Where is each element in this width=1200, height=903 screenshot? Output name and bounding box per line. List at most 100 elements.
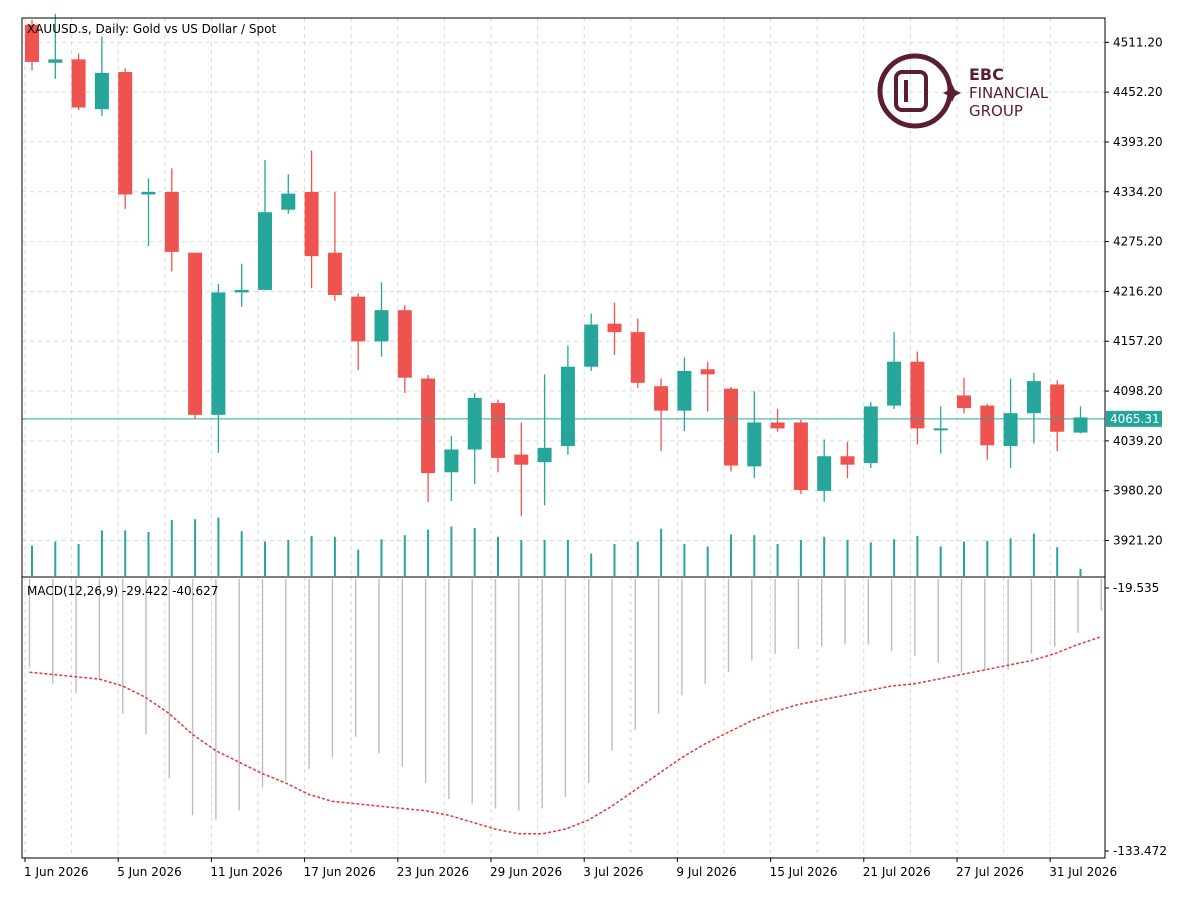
logo-star bbox=[943, 84, 961, 102]
candle-body-36 bbox=[863, 406, 878, 464]
candle-body-22 bbox=[537, 447, 552, 463]
candle-34 bbox=[817, 439, 832, 502]
candle-3 bbox=[94, 36, 109, 116]
candle-body-4 bbox=[118, 72, 133, 195]
candle-body-33 bbox=[793, 422, 808, 491]
candle-20 bbox=[491, 399, 505, 473]
candle-body-30 bbox=[724, 388, 738, 466]
macd-tick-label-0: -19.535 bbox=[1113, 581, 1159, 595]
candle-body-37 bbox=[887, 361, 902, 406]
logo-ring bbox=[877, 53, 953, 129]
candle-body-6 bbox=[164, 191, 179, 252]
candle-17 bbox=[421, 375, 436, 502]
date-tick-label-5: 29 Jun 2026 bbox=[490, 865, 562, 879]
candle-body-0 bbox=[25, 24, 39, 62]
candle-18 bbox=[444, 435, 459, 502]
candle-body-25 bbox=[607, 323, 622, 333]
candle-body-8 bbox=[211, 292, 226, 415]
candle-22 bbox=[537, 374, 552, 506]
candle-body-35 bbox=[840, 456, 855, 465]
price-tick-label-9: 3980.20 bbox=[1113, 484, 1163, 498]
candle-25 bbox=[607, 302, 622, 355]
date-tick-label-7: 9 Jul 2026 bbox=[676, 865, 736, 879]
candle-body-7 bbox=[188, 252, 203, 415]
candle-body-13 bbox=[327, 252, 342, 295]
date-axis: 1 Jun 2026 5 Jun 2026 11 Jun 2026 17 Jun 20… bbox=[24, 858, 1117, 879]
price-tick-label-1: 4452.20 bbox=[1113, 85, 1163, 99]
macd-histogram bbox=[28, 579, 1103, 820]
candle-33 bbox=[793, 419, 808, 495]
price-tick-label-4: 4275.20 bbox=[1113, 235, 1163, 249]
candle-27 bbox=[654, 378, 669, 452]
candle-body-32 bbox=[770, 422, 785, 429]
candle-30 bbox=[724, 387, 738, 472]
candle-body-28 bbox=[677, 370, 692, 411]
candle-36 bbox=[863, 402, 878, 469]
candle-body-38 bbox=[910, 361, 925, 429]
candle-body-34 bbox=[817, 456, 832, 491]
date-tick-label-11: 31 Jul 2026 bbox=[1049, 865, 1117, 879]
price-tick-label-6: 4157.20 bbox=[1113, 334, 1163, 348]
date-tick-label-6: 3 Jul 2026 bbox=[583, 865, 643, 879]
candle-6 bbox=[164, 168, 179, 272]
candle-37 bbox=[887, 332, 902, 409]
price-tick-label-7: 4098.20 bbox=[1113, 384, 1163, 398]
ebc-logo: EBC FINANCIAL GROUP bbox=[877, 53, 1049, 129]
date-tick-label-9: 21 Jul 2026 bbox=[863, 865, 931, 879]
macd-signal-line bbox=[29, 635, 1102, 835]
candle-14 bbox=[351, 293, 366, 371]
candle-body-27 bbox=[654, 386, 669, 411]
candle-body-31 bbox=[747, 422, 762, 467]
candle-body-17 bbox=[421, 378, 436, 474]
candle-38 bbox=[910, 351, 925, 445]
candle-26 bbox=[630, 318, 645, 388]
candle-23 bbox=[560, 345, 575, 455]
current-price-tag: 4065.31 bbox=[1106, 410, 1162, 427]
candle-7 bbox=[188, 252, 203, 420]
candle-body-2 bbox=[71, 59, 86, 108]
macd-axis: -19.535 -133.472 bbox=[1105, 581, 1167, 858]
price-axis: 4511.20 4452.20 4393.20 4334.20 4275.20 4216.… bbox=[1105, 35, 1163, 548]
candle-42 bbox=[1003, 378, 1018, 469]
candle-40 bbox=[957, 377, 971, 414]
candle-body-11 bbox=[281, 193, 296, 210]
candle-45 bbox=[1073, 406, 1088, 434]
price-tick-label-0: 4511.20 bbox=[1113, 35, 1163, 49]
date-tick-label-0: 1 Jun 2026 bbox=[24, 865, 89, 879]
candle-39 bbox=[933, 406, 948, 454]
candle-body-29 bbox=[700, 369, 715, 375]
date-tick-label-2: 11 Jun 2026 bbox=[210, 865, 282, 879]
date-tick-label-10: 27 Jul 2026 bbox=[956, 865, 1024, 879]
candle-44 bbox=[1050, 380, 1065, 452]
macd-grid bbox=[24, 577, 1051, 858]
candle-32 bbox=[770, 408, 785, 432]
candle-1 bbox=[48, 13, 63, 79]
candle-body-43 bbox=[1026, 381, 1041, 414]
main-panel-border bbox=[21, 17, 1106, 578]
candle-body-9 bbox=[234, 289, 249, 293]
date-tick-label-8: 15 Jul 2026 bbox=[770, 865, 838, 879]
candle-8 bbox=[211, 283, 226, 453]
candle-11 bbox=[281, 174, 296, 214]
logo-line-3: GROUP bbox=[969, 102, 1023, 120]
candle-21 bbox=[514, 422, 529, 517]
candle-body-40 bbox=[957, 395, 971, 409]
candle-body-12 bbox=[304, 191, 319, 257]
candle-24 bbox=[584, 313, 599, 371]
candle-2 bbox=[71, 53, 86, 111]
candle-body-24 bbox=[584, 324, 599, 367]
main-chart-title: XAUUSD.s, Daily: Gold vs US Dollar / Spo… bbox=[27, 22, 276, 36]
logo-line-2: FINANCIAL bbox=[969, 84, 1049, 102]
candle-body-15 bbox=[374, 310, 389, 342]
price-tick-label-2: 4393.20 bbox=[1113, 135, 1163, 149]
main-grid bbox=[22, 18, 1105, 577]
candle-28 bbox=[677, 357, 692, 431]
candle-body-20 bbox=[491, 403, 505, 458]
candle-body-26 bbox=[630, 332, 645, 383]
candle-29 bbox=[700, 361, 715, 412]
candle-body-45 bbox=[1073, 417, 1088, 433]
volume-bars bbox=[31, 517, 1082, 576]
candle-body-14 bbox=[351, 296, 366, 342]
